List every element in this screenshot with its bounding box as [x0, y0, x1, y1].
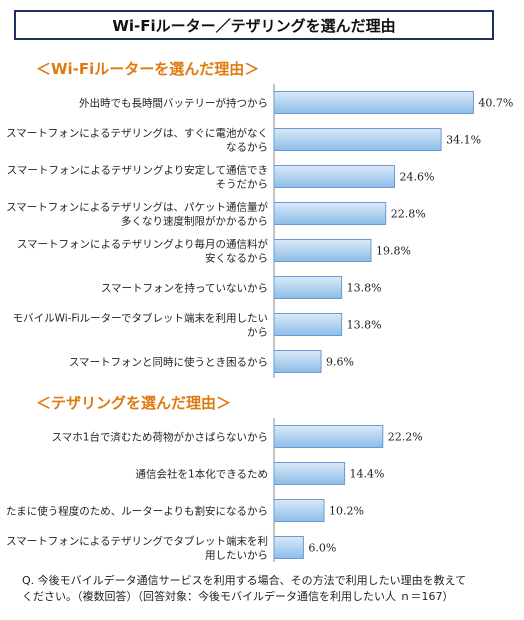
category-label-line: スマートフォンによるテザリングは、すぐに電池がなく: [6, 127, 268, 140]
value-label: 9.6%: [326, 356, 354, 369]
category-label-line: 外出時でも長時間バッテリーが持つから: [79, 97, 268, 110]
category-label-line: たまに使う程度のため、ルーターよりも割安になるから: [6, 505, 268, 518]
category-label-line: 用したいから: [205, 550, 268, 562]
category-label-line: スマートフォンを持っていないから: [101, 282, 268, 295]
category-label-line: モバイルWi-Fiルーターでタブレット端末を利用したい: [13, 312, 268, 325]
value-label: 6.0%: [308, 542, 336, 555]
value-label: 22.2%: [388, 431, 423, 444]
bar: [273, 128, 442, 151]
category-label: スマホ1台で済むため荷物がかさばらないから: [52, 431, 268, 444]
category-label-line: 安くなるから: [205, 252, 268, 265]
value-label: 22.8%: [391, 208, 426, 221]
tethering-reasons-chart: スマホ1台で済むため荷物がかさばらないから 22.2% 通信会社を1本化できるため 1…: [6, 418, 423, 562]
category-label: スマートフォンによるテザリングでタブレット端末を利用したいから: [6, 535, 268, 562]
bar: [273, 202, 387, 225]
value-label: 10.2%: [329, 505, 364, 518]
bar: [273, 91, 474, 114]
category-label-line: 多くなり速度制限がかかるから: [121, 215, 268, 228]
category-label: スマートフォンによるテザリングより安定して通信できそうだから: [7, 164, 268, 191]
wifi-router-reasons-chart: 外出時でも長時間バッテリーが持つから 40.7% スマートフォンによるテザリングは、…: [6, 84, 513, 378]
bar: [273, 536, 304, 559]
tethering-section-title: ＜テザリングを選んだ理由＞: [36, 394, 232, 412]
category-label: たまに使う程度のため、ルーターよりも割安になるから: [6, 505, 268, 518]
chart-main-title: Wi-Fiルーター／テザリングを選んだ理由: [14, 10, 494, 40]
category-label: スマートフォンによるテザリングは、すぐに電池がなくなるから: [6, 127, 268, 154]
main-title-text: Wi-Fiルーター／テザリングを選んだ理由: [112, 16, 396, 35]
bar: [273, 276, 343, 299]
value-label: 14.4%: [350, 468, 385, 481]
survey-question-footnote: Q. 今後モバイルデータ通信サービスを利用する場合、その方法で利用したい理由を教…: [22, 573, 512, 605]
category-label: スマートフォンと同時に使うとき困るから: [69, 356, 268, 369]
category-label: スマートフォンを持っていないから: [101, 282, 268, 295]
category-label: 通信会社を1本化できるため: [136, 468, 268, 481]
category-label-line: スマホ1台で済むため荷物がかさばらないから: [52, 431, 268, 444]
category-label: モバイルWi-Fiルーターでタブレット端末を利用したいから: [13, 312, 268, 339]
bar: [273, 350, 322, 373]
category-label-line: そうだから: [216, 179, 269, 191]
value-label: 13.8%: [347, 282, 382, 295]
value-label: 34.1%: [446, 134, 481, 147]
category-label-line: 通信会社を1本化できるため: [136, 468, 268, 481]
bar: [273, 165, 396, 188]
category-label: スマートフォンによるテザリングより毎月の通信料が安くなるから: [17, 238, 269, 265]
value-label: 19.8%: [376, 245, 411, 258]
wifi-router-section-title: ＜Wi-Fiルーターを選んだ理由＞: [36, 60, 260, 78]
value-label: 13.8%: [347, 319, 382, 332]
category-label: 外出時でも長時間バッテリーが持つから: [79, 97, 268, 110]
category-label-line: から: [247, 327, 268, 339]
category-label-line: スマートフォンによるテザリングより毎月の通信料が: [17, 238, 269, 251]
category-label-line: スマートフォンによるテザリングでタブレット端末を利: [6, 535, 268, 548]
footnote-line-1: Q. 今後モバイルデータ通信サービスを利用する場合、その方法で利用したい理由を教…: [22, 574, 467, 587]
category-label-line: スマートフォンによるテザリングは、パケット通信量が: [6, 201, 268, 214]
category-label-line: なるから: [226, 142, 268, 154]
bar: [273, 313, 343, 336]
category-label: スマートフォンによるテザリングは、パケット通信量が多くなり速度制限がかかるから: [6, 201, 268, 228]
value-label: 24.6%: [400, 171, 435, 184]
category-label-line: スマートフォンによるテザリングより安定して通信でき: [7, 164, 268, 177]
footnote-line-2: ください。（複数回答）（回答対象：今後モバイルデータ通信を利用したい人 ｎ＝16…: [22, 590, 454, 603]
bar: [273, 499, 325, 522]
bar: [273, 239, 372, 262]
category-label-line: スマートフォンと同時に使うとき困るから: [69, 356, 268, 369]
value-label: 40.7%: [478, 97, 513, 110]
bar: [273, 425, 384, 448]
bar: [273, 462, 346, 485]
